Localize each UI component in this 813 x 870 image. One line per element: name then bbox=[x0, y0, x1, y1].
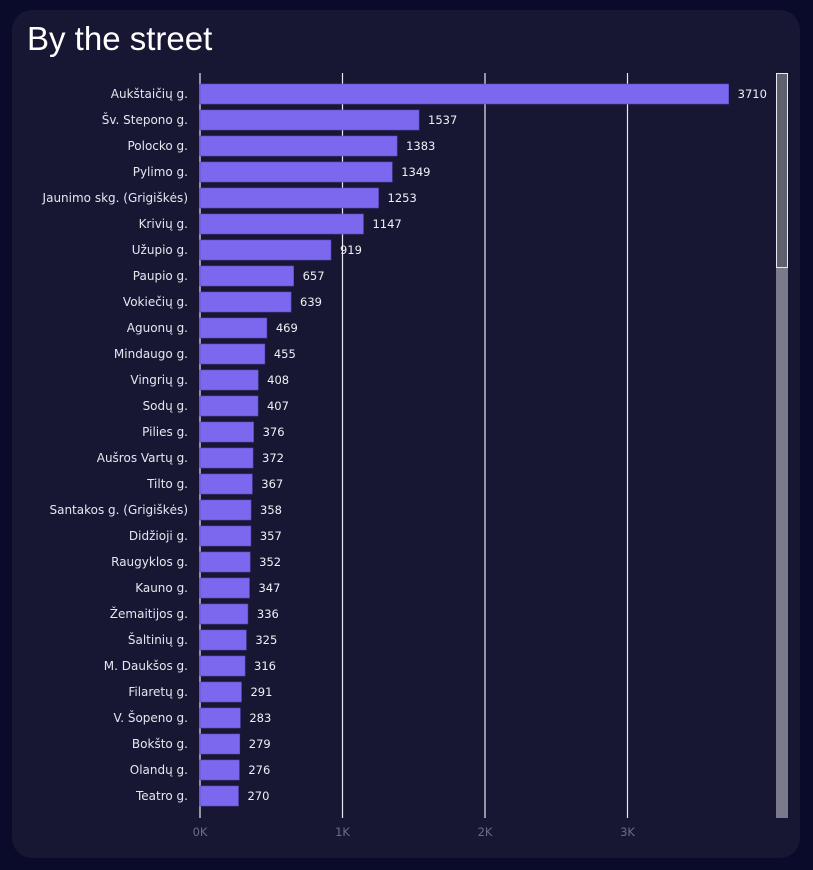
x-tick-label: 0K bbox=[193, 825, 208, 839]
category-label: Šv. Stepono g. bbox=[102, 112, 188, 127]
bar[interactable] bbox=[199, 83, 729, 105]
category-label: Šaltinių g. bbox=[128, 632, 188, 647]
bar[interactable] bbox=[199, 785, 239, 807]
value-label: 352 bbox=[259, 555, 281, 569]
value-label: 367 bbox=[261, 477, 283, 491]
chart-title: By the street bbox=[27, 20, 213, 57]
value-label: 291 bbox=[250, 685, 272, 699]
value-label: 372 bbox=[262, 451, 284, 465]
value-label: 455 bbox=[274, 347, 296, 361]
bar[interactable] bbox=[199, 733, 241, 755]
value-label: 1383 bbox=[406, 139, 435, 153]
chart-card bbox=[12, 10, 800, 858]
bar[interactable] bbox=[199, 343, 266, 365]
category-label: M. Daukšos g. bbox=[104, 659, 188, 673]
category-label: Paupio g. bbox=[133, 269, 188, 283]
value-label: 358 bbox=[260, 503, 282, 517]
category-label: Santakos g. (Grigiškės) bbox=[49, 503, 188, 517]
bar[interactable] bbox=[199, 577, 250, 599]
category-label: Raugyklos g. bbox=[111, 555, 188, 569]
category-label: Žemaitijos g. bbox=[110, 606, 188, 621]
value-label: 1537 bbox=[428, 113, 457, 127]
value-label: 407 bbox=[267, 399, 289, 413]
category-label: Filaretų g. bbox=[128, 685, 188, 699]
category-label: Sodų g. bbox=[143, 399, 188, 413]
x-tick-label: 3K bbox=[620, 825, 635, 839]
bar[interactable] bbox=[199, 135, 398, 157]
bar[interactable] bbox=[199, 187, 379, 209]
bar[interactable] bbox=[199, 473, 253, 495]
value-label: 919 bbox=[340, 243, 362, 257]
category-label: Olandų g. bbox=[130, 763, 188, 777]
bar[interactable] bbox=[199, 421, 254, 443]
bar[interactable] bbox=[199, 707, 241, 729]
value-label: 376 bbox=[263, 425, 285, 439]
category-label: Aguonų g. bbox=[127, 321, 188, 335]
bar[interactable] bbox=[199, 161, 393, 183]
category-label: Krivių g. bbox=[139, 217, 188, 231]
category-label: V. Šopeno g. bbox=[114, 710, 188, 725]
category-labels: Aukštaičių g. Šv. Stepono g. Polocko g. Pyl… bbox=[42, 87, 188, 803]
category-label: Pylimo g. bbox=[133, 165, 188, 179]
x-axis-ticks: 0K 1K 2K 3K bbox=[193, 825, 636, 839]
category-label: Jaunimo skg. (Grigiškės) bbox=[42, 191, 188, 205]
value-label: 657 bbox=[303, 269, 325, 283]
value-label: 276 bbox=[248, 763, 270, 777]
bar[interactable] bbox=[199, 447, 254, 469]
category-label: Vingrių g. bbox=[130, 373, 188, 387]
bar[interactable] bbox=[199, 603, 249, 625]
value-label: 1147 bbox=[372, 217, 401, 231]
value-label: 325 bbox=[255, 633, 277, 647]
bar[interactable] bbox=[199, 525, 252, 547]
category-label: Aukštaičių g. bbox=[111, 87, 188, 101]
value-label: 316 bbox=[254, 659, 276, 673]
value-label: 639 bbox=[300, 295, 322, 309]
value-label: 1253 bbox=[388, 191, 417, 205]
value-label: 336 bbox=[257, 607, 279, 621]
bars bbox=[199, 83, 729, 807]
bar[interactable] bbox=[199, 291, 292, 313]
category-label: Teatro g. bbox=[135, 789, 188, 803]
bar[interactable] bbox=[199, 629, 247, 651]
category-label: Bokšto g. bbox=[132, 737, 188, 751]
bar[interactable] bbox=[199, 317, 268, 339]
value-label: 408 bbox=[267, 373, 289, 387]
category-label: Polocko g. bbox=[127, 139, 188, 153]
category-label: Kauno g. bbox=[135, 581, 188, 595]
bar[interactable] bbox=[199, 655, 246, 677]
bar[interactable] bbox=[199, 369, 259, 391]
bar[interactable] bbox=[199, 213, 364, 235]
value-label: 279 bbox=[249, 737, 271, 751]
bar[interactable] bbox=[199, 395, 259, 417]
value-label: 357 bbox=[260, 529, 282, 543]
bar[interactable] bbox=[199, 759, 240, 781]
x-tick-label: 1K bbox=[335, 825, 350, 839]
scrollbar-thumb[interactable] bbox=[776, 73, 788, 268]
value-label: 347 bbox=[258, 581, 280, 595]
category-label: Vokiečių g. bbox=[123, 295, 188, 309]
x-tick-label: 2K bbox=[478, 825, 493, 839]
bar[interactable] bbox=[199, 551, 251, 573]
bar[interactable] bbox=[199, 265, 294, 287]
category-label: Tilto g. bbox=[146, 477, 188, 491]
category-label: Aušros Vartų g. bbox=[97, 451, 188, 465]
value-label: 3710 bbox=[738, 87, 767, 101]
gridlines bbox=[199, 73, 629, 818]
category-label: Užupio g. bbox=[132, 243, 188, 257]
value-label: 283 bbox=[249, 711, 271, 725]
value-label: 270 bbox=[247, 789, 269, 803]
bar[interactable] bbox=[199, 239, 332, 261]
category-label: Didžioji g. bbox=[129, 529, 188, 543]
bar[interactable] bbox=[199, 681, 242, 703]
category-label: Pilies g. bbox=[142, 425, 188, 439]
category-label: Mindaugo g. bbox=[114, 347, 188, 361]
bar[interactable] bbox=[199, 499, 252, 521]
bar[interactable] bbox=[199, 109, 420, 131]
value-label: 469 bbox=[276, 321, 298, 335]
value-label: 1349 bbox=[401, 165, 430, 179]
